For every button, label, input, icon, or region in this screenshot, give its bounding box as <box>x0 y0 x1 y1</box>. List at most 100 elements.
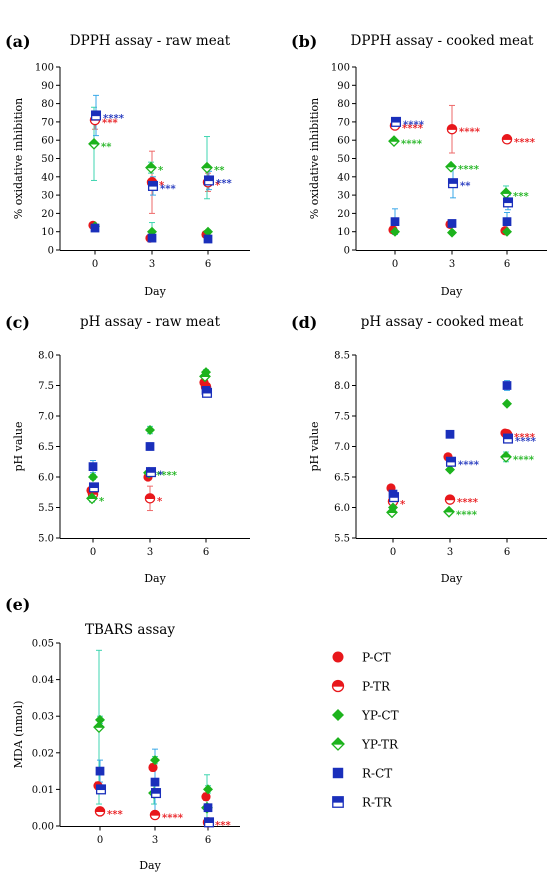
significance-label: **** <box>103 113 125 124</box>
y-tick-label: 6.0 <box>38 473 54 484</box>
data-point <box>390 217 400 227</box>
x-axis-label: Day <box>139 859 161 872</box>
data-point <box>443 505 455 518</box>
data-point <box>386 506 398 519</box>
y-tick-label: 5.5 <box>334 534 350 545</box>
data-point <box>445 464 455 475</box>
y-tick-label: 80 <box>337 99 350 110</box>
panel-label: (e) <box>5 595 30 614</box>
data-point <box>203 817 215 828</box>
y-tick-label: 0.05 <box>32 639 54 650</box>
significance-label: *** <box>107 809 123 820</box>
legend-marker <box>331 737 345 751</box>
data-point <box>502 398 512 409</box>
data-point <box>145 425 155 436</box>
chart-panel-a: (a) DPPH assay - raw meat0102030405060708… <box>5 32 250 298</box>
data-point <box>90 223 100 233</box>
chart-panel-e: (e) TBARS assay 0.00 0.01 0.02 0.03 0.04 0.05 0 3… <box>5 595 240 872</box>
data-point <box>447 227 457 238</box>
data-point <box>145 467 157 478</box>
chart-panel-d: (d) pH assay - cooked meat 5.5 6.0 6.5 7.0 7.5… <box>291 313 547 585</box>
data-point <box>88 472 98 482</box>
y-tick-label: 100 <box>35 63 54 74</box>
x-tick-label: 0 <box>390 547 396 558</box>
y-tick-label: 50 <box>337 154 350 165</box>
y-tick-label: 7.0 <box>334 442 350 453</box>
significance-label: **** <box>156 471 178 482</box>
y-tick-label: 80 <box>41 99 54 110</box>
x-tick-label: 3 <box>147 547 153 558</box>
significance-label: *** <box>160 184 176 195</box>
y-tick-label: 6.5 <box>334 473 350 484</box>
chart-title: DPPH assay - cooked meat <box>351 33 535 49</box>
data-point <box>447 219 457 228</box>
data-point <box>93 721 105 734</box>
y-tick-label: 90 <box>41 81 54 92</box>
x-tick-label: 3 <box>152 835 158 846</box>
chart-panel-c: (c) pH assay - raw meat 5.0 5.5 6.0 6.5 7.0 7.5… <box>5 313 250 585</box>
legend: P-CT P-TR YP-CT YP-TR R-CT R-TR <box>331 651 399 810</box>
legend-item: R-TR <box>332 796 393 810</box>
y-tick-label: 50 <box>41 154 54 165</box>
data-point <box>502 433 514 444</box>
legend-item: YP-TR <box>331 737 399 752</box>
data-point <box>144 493 156 504</box>
significance-label: * <box>400 499 406 510</box>
y-tick-label: 0.02 <box>32 748 54 759</box>
data-point <box>444 494 456 505</box>
y-tick-label: 8.5 <box>334 351 350 362</box>
y-tick-label: 100 <box>331 63 350 74</box>
x-tick-label: 6 <box>504 547 510 558</box>
y-tick-label: 60 <box>41 136 54 147</box>
data-point <box>390 116 402 127</box>
y-tick-label: 30 <box>337 191 350 202</box>
significance-label: * <box>159 180 165 191</box>
legend-marker <box>332 651 344 663</box>
panel-label: (c) <box>5 313 30 332</box>
x-axis-label: Day <box>441 572 463 585</box>
data-point <box>203 803 213 813</box>
x-tick-label: 6 <box>205 259 211 270</box>
chart-title: pH assay - raw meat <box>80 314 221 330</box>
legend-label: YP-TR <box>361 738 399 752</box>
y-axis-label: % oxidative inhibition <box>12 98 25 219</box>
data-point <box>203 175 215 186</box>
legend-item: P-CT <box>332 651 391 665</box>
y-tick-label: 20 <box>41 209 54 220</box>
y-tick-label: 6.5 <box>38 442 54 453</box>
y-tick-label: 70 <box>337 117 350 128</box>
data-point <box>446 123 458 135</box>
data-point <box>150 777 160 787</box>
significance-label: * <box>157 496 163 507</box>
data-point <box>148 762 158 773</box>
legend-marker <box>332 709 344 721</box>
x-tick-label: 0 <box>392 259 398 270</box>
significance-label: **** <box>403 120 425 131</box>
significance-label: **** <box>459 127 481 138</box>
significance-label: **** <box>458 460 480 471</box>
y-tick-label: 8.0 <box>334 381 350 392</box>
legend-label: P-TR <box>362 680 391 694</box>
significance-label: **** <box>162 813 184 824</box>
significance-label: ** <box>214 166 225 177</box>
data-point <box>150 755 160 766</box>
legend-item: R-CT <box>332 767 392 781</box>
legend-label: R-CT <box>362 767 392 781</box>
significance-label: ** <box>101 142 112 153</box>
y-tick-label: 10 <box>337 227 350 238</box>
data-point <box>502 197 514 208</box>
chart-title: DPPH assay - raw meat <box>70 33 231 49</box>
x-tick-label: 6 <box>203 547 209 558</box>
x-tick-label: 0 <box>90 547 96 558</box>
y-tick-label: 7.5 <box>38 381 54 392</box>
x-tick-label: 6 <box>205 835 211 846</box>
legend-marker <box>332 796 344 808</box>
y-tick-label: 6.0 <box>334 503 350 514</box>
data-point <box>502 217 512 227</box>
data-point <box>203 784 213 795</box>
x-tick-label: 0 <box>92 259 98 270</box>
data-point <box>502 226 512 237</box>
data-point <box>147 233 157 243</box>
significance-label: **** <box>456 510 478 521</box>
